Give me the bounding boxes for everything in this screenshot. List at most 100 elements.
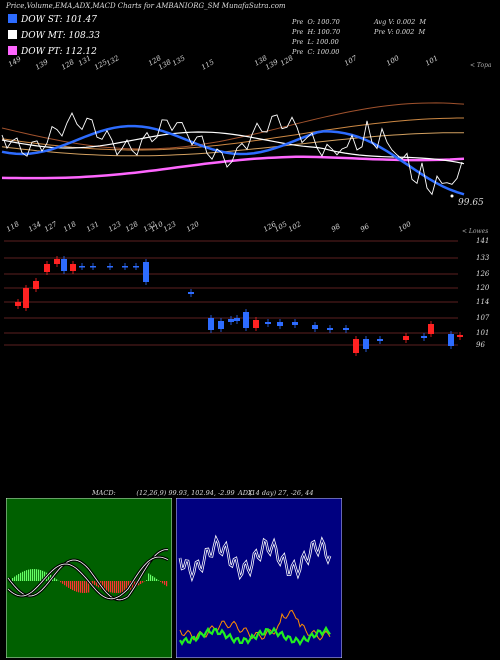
adx-chart <box>176 498 342 658</box>
macd-bar <box>148 573 150 581</box>
macd-bar <box>36 569 38 581</box>
macd-bar <box>150 574 152 581</box>
macd-line <box>7 549 169 601</box>
ema-brown-line <box>1 102 465 150</box>
macd-chart <box>6 498 172 658</box>
bottom-price-label: 131 <box>85 220 101 234</box>
ohlc-prefix: Pre <box>292 28 304 36</box>
dow-pt-line <box>1 155 465 180</box>
macd-bar <box>34 569 36 581</box>
candle-chart: 141 133 126 120 114 107 101 96 <box>4 237 490 356</box>
bottom-price-label: 100 <box>397 220 413 234</box>
macd-bar <box>40 570 42 581</box>
bottom-price-label: 123 <box>107 220 123 234</box>
macd-bar <box>124 581 126 592</box>
bottom-price-label: 120 <box>185 220 201 234</box>
macd-bar <box>94 581 96 585</box>
macd-bar <box>162 581 164 584</box>
legend-label: DOW PT: 112.12 <box>21 47 97 57</box>
candle-ytick: 141 <box>476 237 489 245</box>
legend-dow-pt: DOW PT: 112.12 <box>8 46 97 57</box>
candle-body <box>122 266 128 268</box>
candle-body <box>44 264 50 272</box>
top-price-label: 100 <box>385 54 401 68</box>
tops-tag: < Topa <box>470 62 492 69</box>
macd-bar <box>74 581 76 591</box>
dow-mt-line <box>1 131 465 165</box>
macd-bar <box>118 581 120 593</box>
macd-bar <box>102 581 104 590</box>
macd-bar <box>68 581 70 588</box>
macd-bar <box>56 579 58 581</box>
macd-bar <box>84 581 86 593</box>
candle-ytick: 101 <box>476 329 489 337</box>
top-price-label: 135 <box>171 54 187 68</box>
top-price-label: 101 <box>424 54 440 68</box>
macd-bar <box>32 569 34 581</box>
macd-bar <box>28 569 30 581</box>
candle-body <box>377 339 383 341</box>
bottom-price-label: 102 <box>287 220 303 234</box>
candle-body <box>188 292 194 294</box>
candle-body <box>218 321 224 329</box>
macd-bar <box>152 576 154 581</box>
bottom-price-label: 98 <box>330 222 342 234</box>
legend-dow-st: DOW ST: 101.47 <box>8 14 97 25</box>
adx-params: (14 day) 27, -26, 44 <box>249 489 314 497</box>
candle-body <box>15 302 21 306</box>
macd-bar <box>72 581 74 591</box>
ohlc-close: C: 100.00 <box>307 48 340 56</box>
last-price-label: 99.65 <box>458 198 484 208</box>
macd-params: (12,26,9) 99.93, 102.94, -2.99 <box>136 489 235 497</box>
macd-bar <box>44 571 46 581</box>
macd-bar <box>120 581 122 593</box>
price-line-path <box>1 111 463 196</box>
macd-bar <box>122 581 124 593</box>
candle-body <box>54 259 60 264</box>
top-price-label: 115 <box>200 58 216 72</box>
ohlc-prefix: Pre <box>292 38 304 46</box>
ohlc-prev-block: Pre O: 100.70 Pre H: 100.70 Pre L: 100.0… <box>292 17 340 57</box>
legend-swatch-pink <box>8 46 17 55</box>
macd-header: MACD: <box>92 489 116 497</box>
adx-line-inner <box>179 536 331 580</box>
volume-unit: M <box>419 18 427 26</box>
candle-body <box>327 328 333 330</box>
candle-body <box>277 322 283 326</box>
candles <box>15 256 463 356</box>
macd-bar <box>158 580 160 581</box>
macd-background <box>6 498 172 658</box>
candle-body <box>143 262 149 282</box>
macd-bar <box>114 581 116 593</box>
macd-bar <box>82 581 84 593</box>
macd-bar <box>60 581 62 583</box>
macd-bar <box>92 581 94 584</box>
volume-block: Avg V: 0.002 M Pre V: 0.002 M <box>374 17 426 37</box>
candle-ytick: 133 <box>476 254 490 262</box>
adx-header: ADX <box>238 489 253 497</box>
macd-signal-line <box>7 556 169 600</box>
macd-bar <box>64 581 66 586</box>
candle-body <box>253 320 259 328</box>
candle-body <box>90 266 96 268</box>
price-line <box>1 111 463 198</box>
lows-tag: < Lowes <box>462 228 489 235</box>
bottom-price-label: 118 <box>62 220 78 234</box>
candle-body <box>292 322 298 325</box>
ohlc-prefix: Pre <box>292 48 304 56</box>
legend-dow-mt: DOW MT: 108.33 <box>8 30 100 41</box>
macd-bar <box>112 581 114 593</box>
macd-bar <box>88 581 90 593</box>
top-price-label: 128 <box>279 54 295 68</box>
macd-lines <box>6 548 169 602</box>
prev-volume: Pre V: 0.002 <box>374 28 415 36</box>
macd-bar <box>54 577 56 581</box>
top-price-label: 149 <box>7 55 23 69</box>
ohlc-open: O: 100.70 <box>307 18 340 26</box>
last-price-dot <box>450 194 454 198</box>
macd-params-row: MACD: (12,26,9) 99.93, 102.94, -2.99 <box>92 489 235 497</box>
macd-bar <box>80 581 82 593</box>
dow-st-line <box>1 124 465 196</box>
macd-bar <box>18 573 20 581</box>
